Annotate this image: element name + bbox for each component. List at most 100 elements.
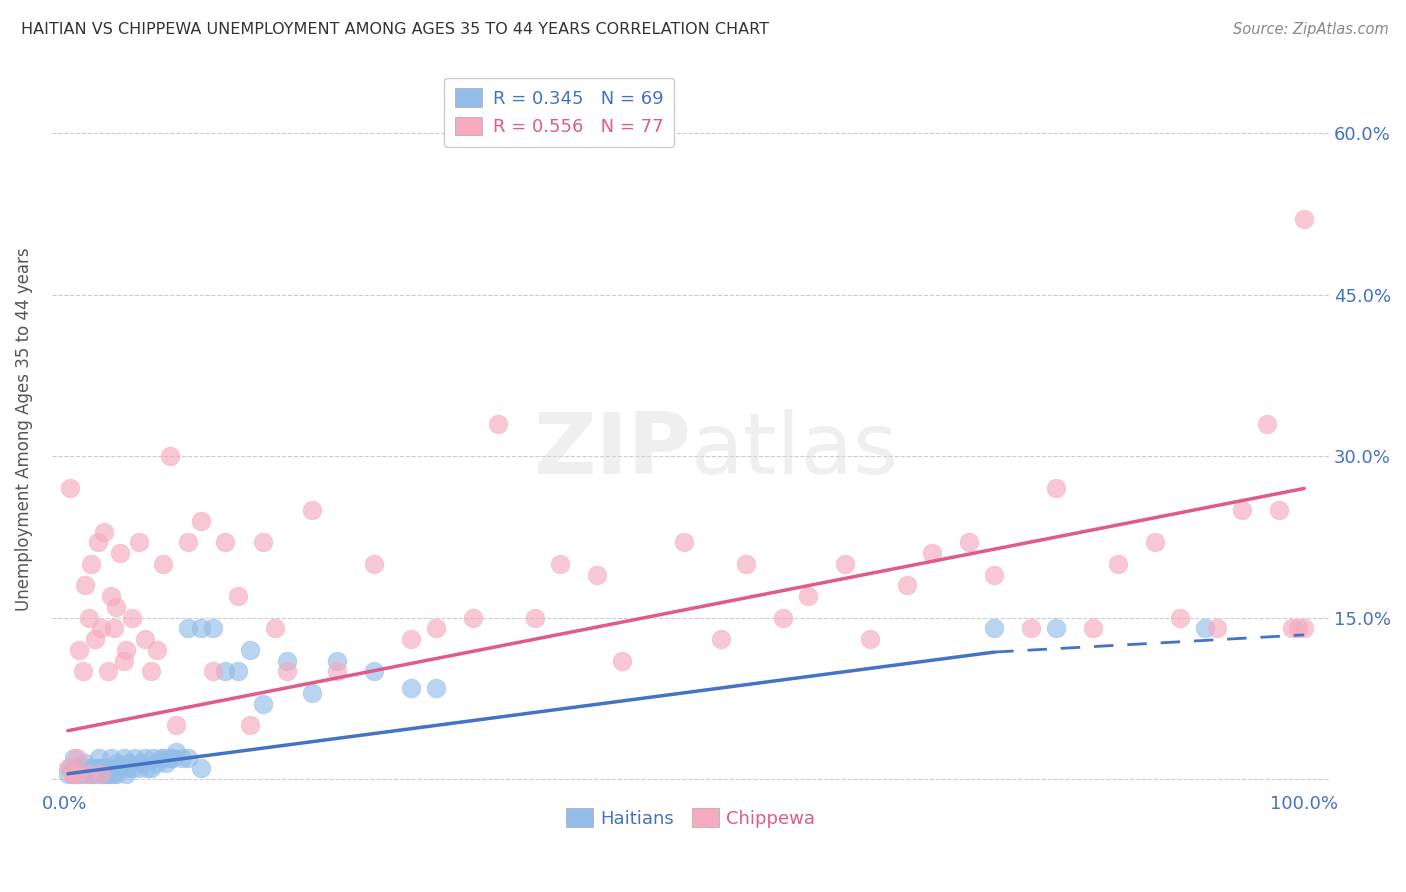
Point — [72, 761, 94, 775]
Point — [67, 643, 90, 657]
Point — [77, 766, 100, 780]
Point — [152, 750, 174, 764]
Point — [1194, 621, 1216, 635]
Point — [59, 482, 82, 496]
Text: atlas: atlas — [690, 409, 898, 492]
Point — [1232, 503, 1254, 517]
Point — [155, 756, 177, 770]
Point — [264, 621, 287, 635]
Point — [75, 756, 97, 770]
Point — [190, 514, 212, 528]
Point — [84, 766, 107, 780]
Point — [1256, 417, 1278, 431]
Point — [59, 761, 82, 775]
Point — [276, 665, 298, 679]
Point — [90, 766, 112, 780]
Point — [1206, 621, 1229, 635]
Point — [129, 756, 152, 770]
Point — [112, 654, 135, 668]
Point — [276, 654, 298, 668]
Point — [62, 766, 84, 780]
Point — [252, 697, 274, 711]
Point — [710, 632, 733, 647]
Point — [957, 535, 980, 549]
Point — [486, 417, 509, 431]
Point — [983, 567, 1005, 582]
Text: Source: ZipAtlas.com: Source: ZipAtlas.com — [1233, 22, 1389, 37]
Point — [735, 557, 758, 571]
Point — [1268, 503, 1291, 517]
Point — [128, 535, 150, 549]
Point — [139, 761, 162, 775]
Point — [100, 589, 122, 603]
Point — [201, 621, 224, 635]
Point — [1168, 610, 1191, 624]
Point — [105, 599, 128, 614]
Point — [1107, 557, 1129, 571]
Point — [96, 761, 118, 775]
Point — [301, 503, 323, 517]
Point — [214, 665, 236, 679]
Point — [226, 589, 249, 603]
Point — [86, 535, 108, 549]
Point — [93, 524, 115, 539]
Point — [84, 761, 107, 775]
Point — [100, 750, 122, 764]
Point — [86, 761, 108, 775]
Point — [93, 766, 115, 780]
Point — [1045, 621, 1067, 635]
Point — [177, 621, 200, 635]
Point — [834, 557, 856, 571]
Point — [90, 621, 112, 635]
Point — [425, 621, 447, 635]
Point — [859, 632, 882, 647]
Point — [152, 557, 174, 571]
Point — [115, 761, 138, 775]
Legend: Haitians, Chippewa: Haitians, Chippewa — [558, 801, 823, 835]
Point — [673, 535, 696, 549]
Point — [103, 761, 125, 775]
Point — [983, 621, 1005, 635]
Point — [112, 750, 135, 764]
Point — [134, 632, 156, 647]
Text: ZIP: ZIP — [533, 409, 690, 492]
Point — [128, 761, 150, 775]
Point — [146, 756, 169, 770]
Point — [65, 766, 87, 780]
Point — [252, 535, 274, 549]
Point — [177, 535, 200, 549]
Point — [103, 621, 125, 635]
Point — [84, 632, 107, 647]
Point — [226, 665, 249, 679]
Point — [326, 654, 349, 668]
Point — [586, 567, 609, 582]
Point — [159, 750, 181, 764]
Point — [239, 718, 262, 732]
Point — [134, 750, 156, 764]
Point — [62, 766, 84, 780]
Point — [65, 750, 87, 764]
Point — [75, 578, 97, 592]
Point — [165, 745, 187, 759]
Point — [1286, 621, 1309, 635]
Point — [98, 766, 121, 780]
Point — [896, 578, 918, 592]
Point — [80, 557, 103, 571]
Point — [401, 681, 423, 695]
Point — [108, 761, 131, 775]
Point — [301, 686, 323, 700]
Point — [363, 557, 385, 571]
Point — [80, 766, 103, 780]
Point — [107, 756, 129, 770]
Point — [425, 681, 447, 695]
Point — [363, 665, 385, 679]
Point — [96, 665, 118, 679]
Point — [190, 761, 212, 775]
Point — [162, 750, 184, 764]
Point — [87, 750, 110, 764]
Point — [401, 632, 423, 647]
Point — [56, 761, 79, 775]
Point — [117, 756, 139, 770]
Point — [1281, 621, 1303, 635]
Point — [63, 766, 86, 780]
